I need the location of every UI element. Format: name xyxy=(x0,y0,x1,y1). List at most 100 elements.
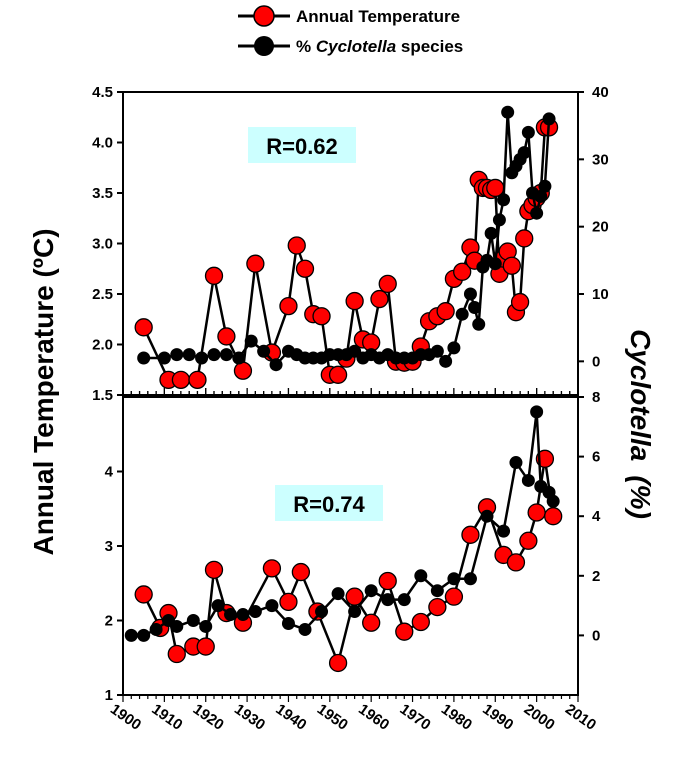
cyclotella-point xyxy=(542,112,556,126)
cyclotella-point xyxy=(149,622,163,636)
temperature-point xyxy=(167,644,186,664)
legend-temp-marker xyxy=(253,5,275,27)
temperature-point xyxy=(510,292,530,312)
cyclotella-point xyxy=(397,593,411,607)
cyclotella-point xyxy=(521,473,535,487)
y-left-tick-label: 1.5 xyxy=(92,387,113,404)
cyclotella-point xyxy=(195,351,209,365)
temperature-point xyxy=(411,612,430,632)
temperature-point xyxy=(279,296,298,316)
x-tick-label: 1940 xyxy=(272,701,309,734)
legend-cyc-label: % Cyclotella species xyxy=(296,37,463,56)
cyclotella-point xyxy=(447,341,461,355)
temperature-point xyxy=(279,592,298,612)
cyclotella-point xyxy=(298,622,312,636)
left-axis-title: Annual Temperature (ºC) xyxy=(28,228,59,555)
y-right-tick-label: 0 xyxy=(592,627,600,644)
temperature-point xyxy=(188,370,207,390)
legend-cyc-marker xyxy=(254,36,274,56)
y-left-tick-label: 2.5 xyxy=(92,286,113,303)
y-right-tick-label: 6 xyxy=(592,449,600,466)
cyclotella-point xyxy=(124,628,138,642)
cyclotella-point xyxy=(137,628,151,642)
temperature-point xyxy=(515,229,534,248)
cyclotella-point xyxy=(219,348,233,362)
cyclotella-point xyxy=(521,125,535,139)
cyclotella-point xyxy=(488,257,502,271)
cyclotella-point xyxy=(182,348,196,362)
correlation-box xyxy=(275,485,383,521)
x-tick-label: 1990 xyxy=(479,701,516,734)
cyclotella-point xyxy=(414,569,428,583)
cyclotella-point xyxy=(468,300,482,314)
cyclotella-point xyxy=(170,348,184,362)
cyclotella-point xyxy=(265,599,279,613)
cyclotella-point xyxy=(199,619,213,633)
cyclotella-point xyxy=(348,605,362,619)
temperature-point xyxy=(453,262,472,281)
cyclotella-point xyxy=(381,593,395,607)
cyclotella-point xyxy=(364,584,378,598)
cyclotella-point xyxy=(224,608,238,622)
temperature-point xyxy=(395,622,414,641)
x-tick-label: 1930 xyxy=(231,701,268,734)
y-left-tick-label: 2 xyxy=(105,613,113,630)
cyclotella-point xyxy=(315,605,329,619)
cyclotella-point xyxy=(530,405,544,419)
correlation-label: R=0.62 xyxy=(266,134,338,159)
cyclotella-point xyxy=(157,351,171,365)
cyclotella-point xyxy=(331,587,345,601)
y-right-tick-label: 8 xyxy=(592,389,600,406)
temperature-point xyxy=(312,307,331,326)
cyclotella-point xyxy=(509,456,523,470)
cyclotella-point xyxy=(463,287,477,301)
cyclotella-point xyxy=(517,146,531,160)
y-right-tick-label: 2 xyxy=(592,568,600,585)
cyclotella-point xyxy=(546,494,560,508)
y-left-tick-label: 1 xyxy=(105,687,113,704)
temperature-point xyxy=(436,302,455,321)
cyclotella-point xyxy=(497,193,511,207)
y-right-tick-label: 4 xyxy=(592,508,601,525)
cyclotella-point xyxy=(455,307,469,321)
bottom-panel: 1 2 3 4 0 2 4 6 8 1900 1910 1920 1930 1940 1950 1960 197… xyxy=(105,389,601,734)
temperature-point xyxy=(233,361,253,380)
temperature-point xyxy=(444,587,464,606)
cyclotella-point xyxy=(211,599,225,613)
cyclotella-point xyxy=(170,619,184,633)
cyclotella-point xyxy=(281,616,295,630)
temperature-point xyxy=(328,365,348,384)
cyclotella-point xyxy=(463,572,477,586)
cyclotella-point xyxy=(472,317,486,331)
cyclotella-point xyxy=(447,572,461,586)
y-left-tick-label: 4 xyxy=(105,464,114,481)
legend: Annual Temperature % Cyclotella species xyxy=(238,5,463,56)
cyclotella-point xyxy=(430,584,444,598)
temperature-point xyxy=(196,637,215,656)
cyclotella-point xyxy=(430,344,444,358)
y-left-tick-label: 4.5 xyxy=(92,84,113,101)
temperature-point xyxy=(378,571,397,591)
x-tick-label: 1950 xyxy=(314,701,351,734)
temperature-point xyxy=(204,266,224,285)
cyclotella-line xyxy=(131,411,555,637)
temperature-point xyxy=(370,289,389,309)
y-left-tick-label: 4.0 xyxy=(92,135,113,152)
cyclotella-point xyxy=(269,358,283,372)
cyclotella-point xyxy=(236,608,250,622)
cyclotella-point xyxy=(497,524,511,538)
cyclotella-point xyxy=(186,614,200,627)
top-panel: 1.5 2.0 2.5 3.0 3.5 4.0 4.5 0 10 20 30 40 R=0.62 xyxy=(92,84,609,404)
cyclotella-point xyxy=(232,351,246,365)
temperature-point xyxy=(506,553,526,572)
x-tick-label: 1910 xyxy=(148,701,185,734)
cyclotella-point xyxy=(257,344,271,358)
y-left-tick-label: 3.5 xyxy=(92,185,113,202)
temperature-point xyxy=(461,525,480,544)
y-left-tick-label: 2.0 xyxy=(92,337,113,354)
cyclotella-point xyxy=(137,351,151,365)
temperature-point xyxy=(171,370,191,390)
temperature-point xyxy=(362,613,381,632)
temperature-point xyxy=(428,597,447,617)
x-tick-label: 1960 xyxy=(355,701,392,734)
